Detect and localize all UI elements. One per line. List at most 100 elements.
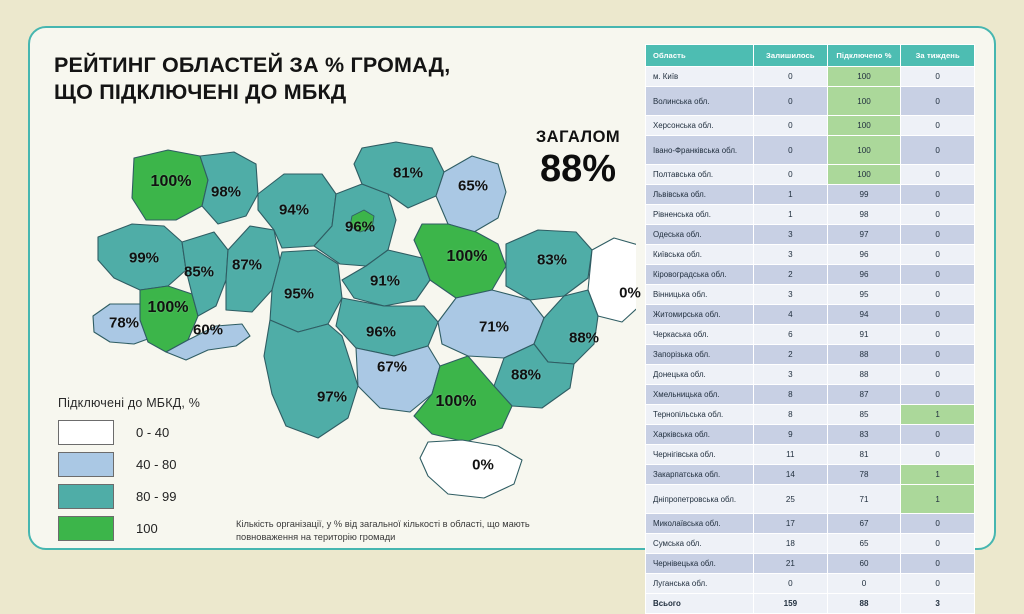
cell-per-week: 0 (900, 573, 975, 594)
table-row[interactable]: Всього 159 88 3 (645, 593, 975, 614)
cell-remaining: 159 (753, 593, 828, 614)
table-row[interactable]: Рівненська обл. 1 98 0 (645, 204, 975, 225)
table-row[interactable]: Харківська обл. 9 83 0 (645, 424, 975, 445)
table-row[interactable]: Волинська обл. 0 100 0 (645, 86, 975, 116)
cell-per-week: 0 (900, 115, 975, 136)
table-row[interactable]: Вінницька обл. 3 95 0 (645, 284, 975, 305)
total-block: ЗАГАЛОМ 88% (498, 128, 658, 190)
cell-connected-pct: 81 (826, 444, 902, 465)
cell-remaining: 25 (753, 484, 828, 514)
table-row[interactable]: Дніпропетровська обл. 25 71 1 (645, 484, 975, 514)
legend-label-0: 0 - 40 (136, 425, 170, 440)
cell-region: Херсонська обл. (645, 115, 754, 136)
page-title: РЕЙТИНГ ОБЛАСТЕЙ ЗА % ГРОМАД, ЩО ПІДКЛЮЧ… (54, 52, 574, 106)
cell-remaining: 11 (753, 444, 828, 465)
table-row[interactable]: Чернігівська обл. 11 81 0 (645, 444, 975, 465)
table-row[interactable]: Миколаївська обл. 17 67 0 (645, 513, 975, 534)
footnote-line-1: Кількість організації, у % від загальної… (236, 519, 530, 529)
region-chernivtsi (165, 323, 251, 361)
table-row[interactable]: Луганська обл. 0 0 0 (645, 573, 975, 594)
table-row[interactable]: Івано-Франківська обл. 0 100 0 (645, 135, 975, 165)
cell-remaining: 9 (753, 424, 828, 445)
cell-remaining: 2 (753, 344, 828, 365)
table-row[interactable]: Тернопільська обл. 8 85 1 (645, 404, 975, 425)
table-row[interactable]: Чернівецька обл. 21 60 0 (645, 553, 975, 574)
cell-per-week: 0 (900, 444, 975, 465)
cell-connected-pct: 100 (826, 135, 902, 165)
region-sumy (435, 155, 507, 233)
table-row[interactable]: Київська обл. 3 96 0 (645, 244, 975, 265)
region-volyn (131, 149, 209, 221)
cell-per-week: 0 (900, 224, 975, 245)
table-row[interactable]: Херсонська обл. 0 100 0 (645, 115, 975, 136)
cell-region: Рівненська обл. (645, 204, 754, 225)
footnote-line-2: повноваження на територію громади (236, 532, 396, 543)
column-header-per-week[interactable]: За тиждень (900, 44, 975, 67)
cell-connected-pct: 88 (826, 344, 902, 365)
cell-per-week: 0 (900, 553, 975, 574)
cell-region: Полтавська обл. (645, 164, 754, 185)
cell-remaining: 0 (753, 66, 828, 87)
cell-region: Закарпатська обл. (645, 464, 754, 485)
cell-region: Чернівецька обл. (645, 553, 754, 574)
cell-remaining: 1 (753, 204, 828, 225)
cell-per-week: 0 (900, 344, 975, 365)
legend-item-0: 0 - 40 (58, 420, 200, 445)
ranking-table-wrap: Область Залишилось Підключено % За тижде… (645, 44, 975, 614)
cell-connected-pct: 60 (826, 553, 902, 574)
legend-item-3: 100 (58, 516, 200, 541)
ukraine-choropleth-map: 100% 98% 94% 96% 81% 65% 99% 85% 87% 91% 100% 83% 0%… (36, 120, 641, 510)
table-row[interactable]: Сумська обл. 18 65 0 (645, 533, 975, 554)
cell-region: Миколаївська обл. (645, 513, 754, 534)
cell-region: Луганська обл. (645, 573, 754, 594)
region-rivne (199, 151, 259, 225)
cell-remaining: 18 (753, 533, 828, 554)
region-kyiv-city (349, 209, 375, 233)
map-svg (92, 141, 636, 499)
cell-remaining: 3 (753, 224, 828, 245)
cell-region: Всього (645, 593, 754, 614)
table-row[interactable]: Запорізька обл. 2 88 0 (645, 344, 975, 365)
cell-remaining: 6 (753, 324, 828, 345)
cell-connected-pct: 95 (826, 284, 902, 305)
table-row[interactable]: м. Київ 0 100 0 (645, 66, 975, 87)
table-row[interactable]: Одеська обл. 3 97 0 (645, 224, 975, 245)
column-header-region[interactable]: Область (645, 44, 754, 67)
table-row[interactable]: Черкаська обл. 6 91 0 (645, 324, 975, 345)
legend-item-2: 80 - 99 (58, 484, 200, 509)
column-header-connected-pct[interactable]: Підключено % (826, 44, 902, 67)
legend-item-1: 40 - 80 (58, 452, 200, 477)
cell-remaining: 14 (753, 464, 828, 485)
table-row[interactable]: Донецька обл. 3 88 0 (645, 364, 975, 385)
cell-connected-pct: 96 (826, 244, 902, 265)
cell-per-week: 0 (900, 284, 975, 305)
cell-per-week: 1 (900, 464, 975, 485)
column-header-remaining[interactable]: Залишилось (753, 44, 828, 67)
table-row[interactable]: Хмельницька обл. 8 87 0 (645, 384, 975, 405)
table-row[interactable]: Львівська обл. 1 99 0 (645, 184, 975, 205)
table-row[interactable]: Кіровоградська обл. 2 96 0 (645, 264, 975, 285)
table-row[interactable]: Полтавська обл. 0 100 0 (645, 164, 975, 185)
footnote: Кількість організації, у % від загальної… (236, 518, 636, 545)
cell-region: Донецька обл. (645, 364, 754, 385)
cell-connected-pct: 0 (826, 573, 902, 594)
cell-connected-pct: 100 (826, 115, 902, 136)
cell-per-week: 0 (900, 424, 975, 445)
cell-region: Волинська обл. (645, 86, 754, 116)
cell-region: Сумська обл. (645, 533, 754, 554)
table-row[interactable]: Закарпатська обл. 14 78 1 (645, 464, 975, 485)
cell-remaining: 0 (753, 164, 828, 185)
table-row[interactable]: Житомирська обл. 4 94 0 (645, 304, 975, 325)
cell-remaining: 8 (753, 384, 828, 405)
cell-per-week: 0 (900, 264, 975, 285)
cell-per-week: 0 (900, 135, 975, 165)
legend-label-3: 100 (136, 521, 158, 536)
total-label: ЗАГАЛОМ (535, 128, 621, 146)
title-line-2: ЩО ПІДКЛЮЧЕНІ ДО МБКД (54, 80, 347, 105)
cell-remaining: 17 (753, 513, 828, 534)
legend-title: Підключені до МБКД, % (58, 396, 201, 410)
cell-remaining: 21 (753, 553, 828, 574)
legend-swatch-1 (58, 452, 114, 477)
cell-connected-pct: 78 (826, 464, 902, 485)
cell-region: Івано-Франківська обл. (645, 135, 754, 165)
